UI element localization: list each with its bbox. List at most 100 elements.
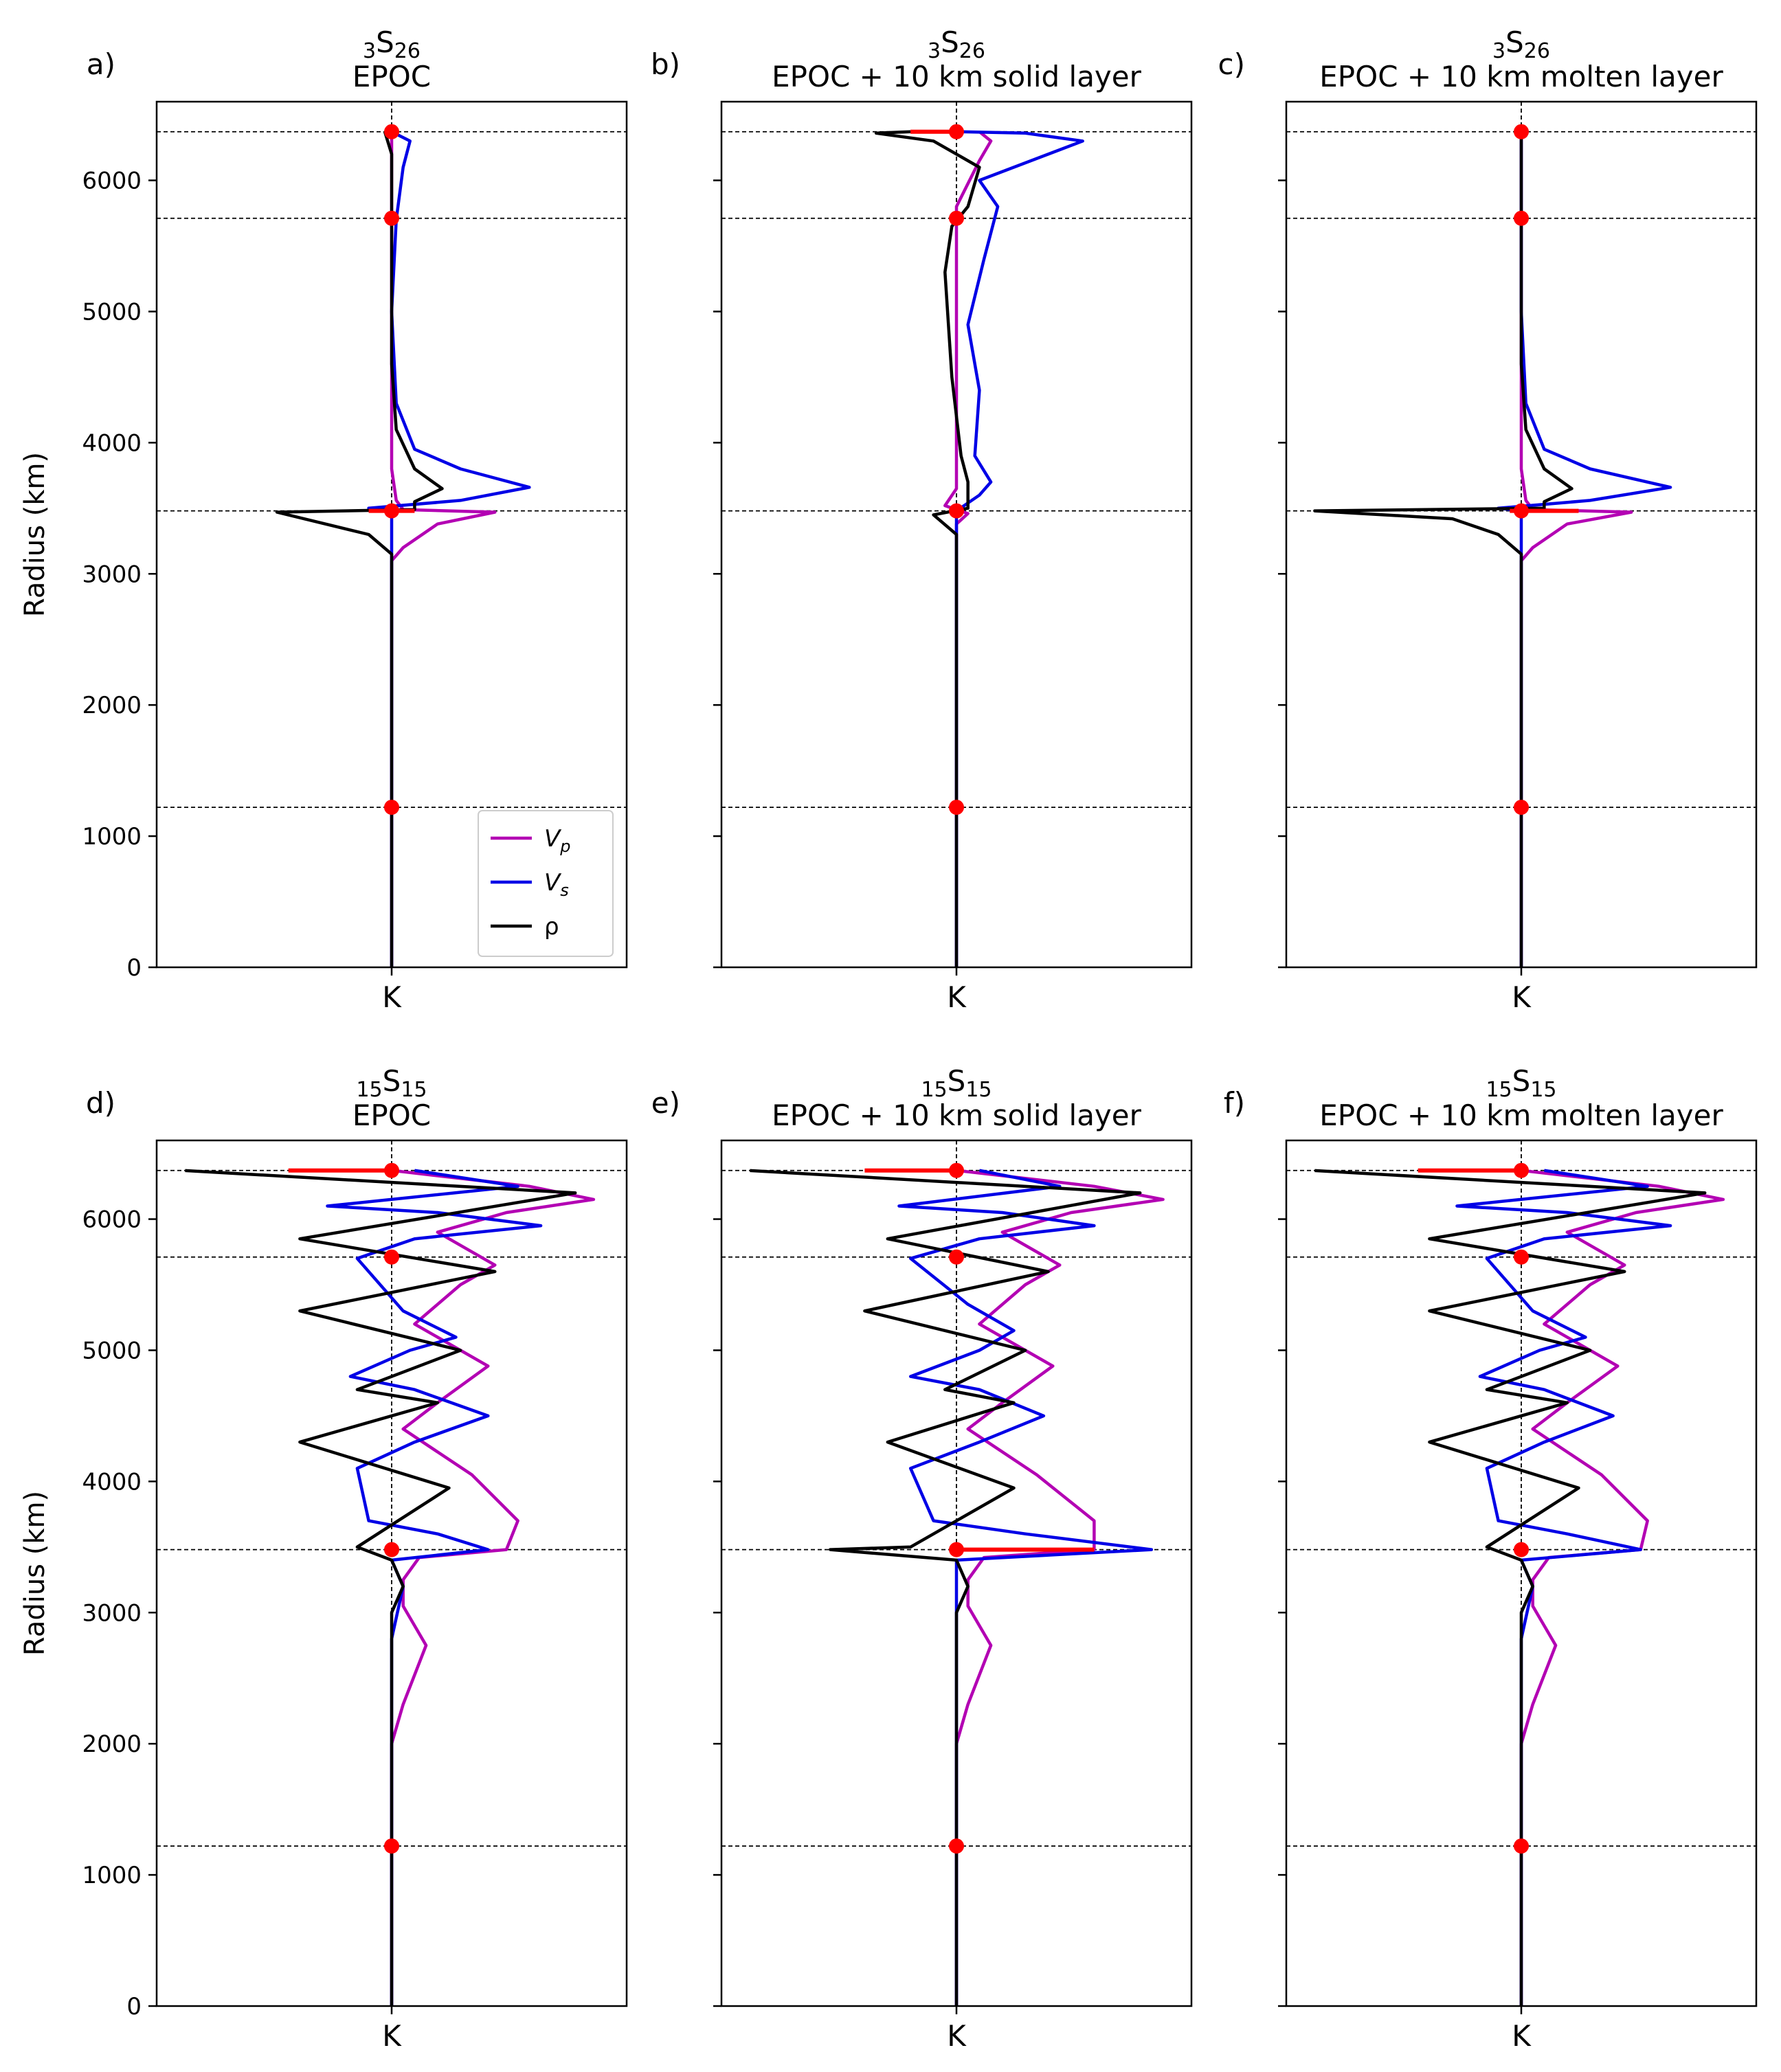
series-line- xyxy=(275,131,444,967)
series-line-Vs xyxy=(954,130,1084,967)
mode-title: 15S15 xyxy=(356,1064,427,1102)
panel-letter: f) xyxy=(1224,1086,1245,1120)
panel-letter: d) xyxy=(86,1086,115,1120)
x-tick-label: K xyxy=(947,2019,967,2053)
discontinuity-point xyxy=(949,1838,964,1854)
discontinuity-point xyxy=(1514,1162,1529,1178)
legend-label: Vp xyxy=(544,825,571,856)
legend-subscript: s xyxy=(560,881,569,900)
series-line-Vp xyxy=(954,1169,1165,2006)
legend-label: ρ xyxy=(544,913,559,941)
mode-overtone: 3 xyxy=(1492,39,1505,63)
discontinuity-point xyxy=(949,124,964,139)
mode-degree: 26 xyxy=(1524,39,1550,63)
series-line- xyxy=(874,130,981,967)
mode-title: 3S26 xyxy=(363,25,421,63)
discontinuity-point xyxy=(949,1542,964,1557)
series-line-Vp xyxy=(390,1169,596,2006)
mode-letter: S xyxy=(941,25,959,59)
y-tick-label: 1000 xyxy=(82,823,142,851)
y-tick-label: 0 xyxy=(126,954,142,982)
mode-letter: S xyxy=(948,1064,966,1098)
discontinuity-point xyxy=(384,210,399,226)
panel-subtitle: EPOC xyxy=(352,60,431,93)
discontinuity-point xyxy=(384,1249,399,1265)
legend-box xyxy=(478,810,614,957)
discontinuity-point xyxy=(949,800,964,815)
y-tick-label: 5000 xyxy=(82,298,142,326)
discontinuity-point xyxy=(1514,1249,1529,1265)
legend-symbol: V xyxy=(544,825,562,853)
y-tick-label: 6000 xyxy=(82,1206,142,1234)
x-tick-label: K xyxy=(947,980,967,1014)
series-line-Vp xyxy=(1519,131,1633,967)
mode-title: 3S26 xyxy=(1492,25,1550,63)
mode-overtone: 3 xyxy=(363,39,376,63)
discontinuity-point xyxy=(384,503,399,519)
panel-subtitle: EPOC + 10 km solid layer xyxy=(772,1099,1142,1132)
panel-subtitle: EPOC + 10 km molten layer xyxy=(1319,60,1723,93)
y-tick-label: 4000 xyxy=(82,429,142,457)
mode-letter: S xyxy=(376,25,394,59)
y-tick-label: 3000 xyxy=(82,561,142,588)
series-line- xyxy=(750,1169,1142,2006)
x-tick-label: K xyxy=(1512,980,1532,1014)
panel-letter: e) xyxy=(651,1086,680,1120)
discontinuity-point xyxy=(949,1249,964,1265)
series-line-Vs xyxy=(1455,1169,1672,2006)
discontinuity-point xyxy=(949,210,964,226)
discontinuity-point xyxy=(1514,124,1529,139)
series-line- xyxy=(1314,1169,1707,2006)
discontinuity-point xyxy=(1514,800,1529,815)
series-line- xyxy=(185,1169,577,2006)
x-tick-label: K xyxy=(382,980,402,1014)
y-axis-label: Radius (km) xyxy=(19,452,51,617)
series-line-Vs xyxy=(1497,131,1672,967)
discontinuity-point xyxy=(384,800,399,815)
y-tick-label: 4000 xyxy=(82,1468,142,1496)
y-tick-label: 2000 xyxy=(82,1731,142,1758)
panel-subtitle: EPOC + 10 km solid layer xyxy=(772,60,1142,93)
x-tick-label: K xyxy=(1512,2019,1532,2053)
mode-degree: 15 xyxy=(1530,1078,1556,1102)
discontinuity-point xyxy=(1514,503,1529,519)
panel-subtitle: EPOC xyxy=(352,1099,431,1132)
mode-degree: 15 xyxy=(965,1078,992,1102)
mode-title: 3S26 xyxy=(928,25,985,63)
series-line-Vp xyxy=(390,131,497,967)
legend-subscript: p xyxy=(559,837,570,856)
discontinuity-point xyxy=(1514,210,1529,226)
discontinuity-point xyxy=(1514,1838,1529,1854)
mode-letter: S xyxy=(383,1064,401,1098)
mode-overtone: 15 xyxy=(921,1078,947,1102)
mode-letter: S xyxy=(1505,25,1524,59)
series-line- xyxy=(1313,131,1573,967)
x-tick-label: K xyxy=(382,2019,402,2053)
series-line-Vs xyxy=(897,1169,1154,2006)
mode-overtone: 3 xyxy=(928,39,941,63)
mode-title: 15S15 xyxy=(1486,1064,1556,1102)
discontinuity-point xyxy=(384,1542,399,1557)
legend-symbol: ρ xyxy=(544,913,559,941)
discontinuity-point xyxy=(384,1838,399,1854)
series-line-Vs xyxy=(326,1169,543,2006)
mode-title: 15S15 xyxy=(921,1064,992,1102)
y-tick-label: 2000 xyxy=(82,692,142,719)
series-line-Vs xyxy=(367,130,531,967)
mode-overtone: 15 xyxy=(1486,1078,1512,1102)
mode-letter: S xyxy=(1512,1064,1531,1098)
discontinuity-point xyxy=(1514,1542,1529,1557)
panel-subtitle: EPOC + 10 km molten layer xyxy=(1319,1099,1723,1132)
mode-degree: 26 xyxy=(959,39,985,63)
discontinuity-point xyxy=(949,1162,964,1178)
y-tick-label: 1000 xyxy=(82,1862,142,1889)
y-axis-label: Radius (km) xyxy=(19,1491,51,1656)
y-tick-label: 6000 xyxy=(82,168,142,195)
